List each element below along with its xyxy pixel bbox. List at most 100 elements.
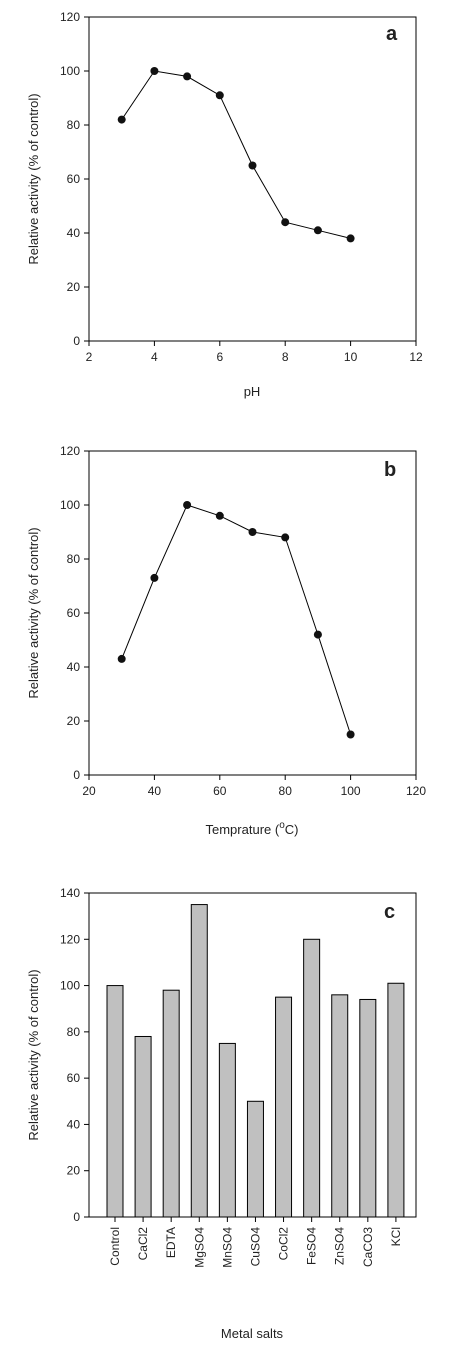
category-label: MgSO4 [192,1227,206,1268]
y-tick-label: 120 [60,444,80,458]
x-axis-title-b: Temprature (oC) [206,820,299,837]
degree-superscript: o [279,820,285,831]
y-tick-label: 20 [67,714,81,728]
y-tick-label: 0 [73,334,80,348]
x-tick-label: 20 [82,784,96,798]
category-label: EDTA [164,1227,178,1258]
data-point [183,72,192,81]
bar [134,1035,152,1218]
y-tick-label: 100 [60,64,80,78]
panel-c: c Relative activity (% of control) Metal… [26,886,417,1341]
panel-label-c: c [384,901,395,923]
y-tick-label: 120 [60,932,80,946]
data-point [281,218,290,227]
bar [359,998,377,1218]
bar [190,904,208,1218]
plot-frame-b [88,450,417,776]
data-point [313,226,322,235]
x-tick-label: 12 [409,350,423,364]
panel-label-a: a [386,23,398,45]
y-tick-label: 40 [67,1117,81,1131]
x-tick-label: 100 [341,784,361,798]
data-point [215,511,224,520]
bar [303,938,321,1218]
x-tick-label: 4 [151,350,158,364]
y-ticks-c: 0 20 40 60 80 100 120 140 [60,886,89,1224]
bars-c [106,904,405,1218]
bar [218,1042,236,1218]
series-b [117,501,355,739]
category-label: ZnSO4 [333,1227,347,1265]
y-tick-label: 80 [67,118,81,132]
category-label: Control [108,1227,122,1266]
y-axis-title-a: Relative activity (% of control) [26,93,41,264]
data-point [346,730,355,739]
series-a [117,67,355,243]
x-axis-title-b-main: Temprature ( [206,822,280,837]
bar [106,985,124,1218]
data-point [248,161,257,170]
y-tick-label: 60 [67,1071,81,1085]
y-tick-label: 80 [67,1025,81,1039]
y-tick-label: 40 [67,226,81,240]
bar [246,1100,264,1218]
panel-label-b: b [384,459,396,481]
x-tick-label: 120 [406,784,426,798]
x-tick-label: 6 [216,350,223,364]
y-ticks-b: 0 20 40 60 80 100 120 [60,444,89,782]
series-line [121,504,352,735]
bar [275,996,293,1218]
y-tick-label: 140 [60,886,80,900]
data-point [313,630,322,639]
x-tick-label: 60 [213,784,227,798]
category-label: KCl [389,1227,403,1246]
y-tick-label: 120 [60,10,80,24]
bar [387,982,405,1218]
y-axis-title-b: Relative activity (% of control) [26,527,41,698]
y-tick-label: 20 [67,1164,81,1178]
y-tick-label: 0 [73,1210,80,1224]
y-axis-title-c: Relative activity (% of control) [26,969,41,1140]
data-point [281,533,290,542]
data-point [117,115,126,124]
category-label: CoCl2 [277,1227,291,1261]
x-axis-title-c: Metal salts [221,1326,284,1341]
data-point [248,528,257,536]
bar [331,994,349,1218]
data-point [150,67,159,75]
category-labels-c: Control CaCl2 EDTA MgSO4 MnSO4 CuSO4 CoCl2 FeSO… [108,1217,403,1268]
data-point [117,654,126,663]
category-label: FeSO4 [305,1227,319,1265]
y-tick-label: 0 [73,768,80,782]
data-point [150,573,159,582]
panel-a: a Relative activity (% of control) pH 2 4… [26,10,423,399]
category-label: MnSO4 [220,1227,234,1268]
bar [162,989,180,1218]
y-tick-label: 100 [60,498,80,512]
category-label: CaCO3 [361,1227,375,1267]
category-label: CaCl2 [136,1227,150,1261]
category-label: CuSO4 [248,1227,262,1267]
y-tick-label: 100 [60,979,80,993]
x-axis-title-b-unit: C) [285,822,299,837]
x-tick-label: 10 [344,350,358,364]
series-line [121,70,351,239]
data-point [183,501,192,509]
x-tick-label: 8 [282,350,289,364]
y-tick-label: 60 [67,172,81,186]
y-tick-label: 20 [67,280,81,294]
data-point [346,234,355,243]
y-tick-label: 40 [67,660,81,674]
x-ticks-a: 2 4 6 8 10 12 [86,341,423,364]
y-tick-label: 60 [67,606,81,620]
x-axis-title-a: pH [244,384,261,399]
x-tick-label: 80 [279,784,293,798]
x-tick-label: 40 [148,784,162,798]
panel-b: b Relative activity (% of control) Tempr… [26,444,426,837]
plot-frame-a [88,16,417,342]
data-point [215,91,224,100]
y-tick-label: 80 [67,552,81,566]
x-ticks-b: 20 40 60 80 100 120 [82,775,426,798]
y-ticks-a: 0 20 40 60 80 100 120 [60,10,89,348]
